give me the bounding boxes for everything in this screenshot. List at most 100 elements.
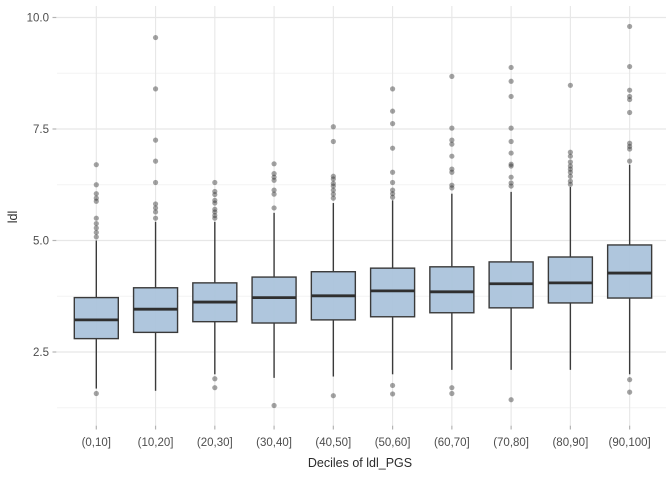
outlier-point [93,162,99,168]
outlier-point [508,397,514,403]
outlier-point [152,201,159,207]
outlier-point [390,145,396,151]
outlier-point [508,125,514,131]
outlier-point [212,215,218,221]
x-tick-label: (50,60] [375,437,411,449]
outlier-point [152,205,159,211]
x-tick-label: (30,40] [256,437,292,449]
outlier-point [330,124,336,130]
outlier-point [152,86,159,92]
x-tick-label: (40,50] [315,437,351,449]
outlier-point [271,177,277,183]
outlier-point [567,173,573,179]
y-tick-label: 10.0 [27,13,49,25]
outlier-point [627,158,633,164]
box-rect [369,267,416,318]
outlier-point [93,182,99,188]
box-rect [606,244,653,299]
outlier-point [93,195,99,201]
outlier-point [627,389,633,395]
outlier-point [567,163,573,169]
outlier-point [390,191,396,197]
outlier-point [627,93,633,100]
outlier-point [330,180,336,187]
outlier-point [627,87,633,93]
outlier-point [508,161,514,167]
outlier-point [271,161,277,167]
y-axis-title: ldl [6,211,20,224]
y-tick-label: 7.5 [33,124,49,136]
outlier-point [567,178,573,184]
outlier-point [567,149,573,155]
outlier-point [152,137,159,143]
outlier-point [449,166,455,172]
boxplot-group [429,193,475,370]
boxplot-group [132,221,179,391]
x-tick-label: (60,70] [434,437,470,449]
axis-tick-layer [52,16,631,430]
outlier-point [152,209,159,215]
box-rect [73,296,120,340]
outlier-point [212,212,218,219]
grid-major-layer [57,6,666,425]
outlier-point [390,86,396,92]
outlier-point [627,96,633,103]
outlier-point [627,23,633,30]
outlier-point [212,197,218,203]
outlier-point [330,195,336,201]
boxplot-group [73,240,120,389]
outlier-point [152,215,159,221]
outlier-point [449,385,455,391]
box-layer [73,164,653,391]
outlier-point [212,385,218,391]
outlier-point [449,73,455,79]
outlier-point [508,163,514,169]
outlier-point [627,109,633,116]
x-tick-label: (80,90] [552,437,588,449]
outlier-layer [93,23,633,409]
outlier-point [449,153,455,159]
outlier-point [212,200,218,206]
outlier-point [93,220,99,227]
x-tick-label: (0,10] [82,437,111,449]
outlier-point [508,174,514,180]
outlier-point [212,376,218,382]
x-tick-label: (90,100] [609,437,651,449]
outlier-point [93,198,99,204]
x-tick-label: (20,30] [197,437,233,449]
label-layer: 2.5 5.0 7.5 10.0 (0,10] (10,20] (20,30] (30,40]… [27,13,651,450]
outlier-point [627,140,633,146]
outlier-point [330,183,336,189]
outlier-point [449,390,455,397]
outlier-point [508,64,514,71]
outlier-point [390,169,396,175]
outlier-point [449,169,455,175]
outlier-point [152,158,159,164]
outlier-point [567,181,573,187]
boxplot-group [547,186,594,370]
outlier-point [390,179,396,186]
outlier-point [390,382,396,389]
outlier-point [449,137,455,143]
box-rect [547,256,594,304]
boxplot-group [251,212,297,378]
outlier-point [93,390,99,397]
outlier-point [93,229,99,236]
outlier-point [567,166,573,172]
outlier-point [567,153,573,159]
outlier-point [271,174,277,180]
outlier-point [627,146,633,152]
outlier-point [567,82,573,88]
outlier-point [627,143,633,149]
outlier-point [508,93,514,100]
outlier-point [330,138,336,145]
outlier-point [212,206,218,212]
outlier-point [152,179,159,186]
boxplot-group [192,221,238,375]
outlier-point [390,108,396,114]
outlier-point [271,187,277,193]
outlier-point [212,188,218,195]
outlier-point [212,209,218,215]
x-tick-label: (10,20] [138,437,174,449]
